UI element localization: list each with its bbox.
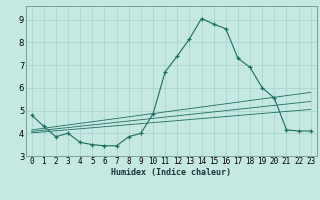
X-axis label: Humidex (Indice chaleur): Humidex (Indice chaleur): [111, 168, 231, 177]
